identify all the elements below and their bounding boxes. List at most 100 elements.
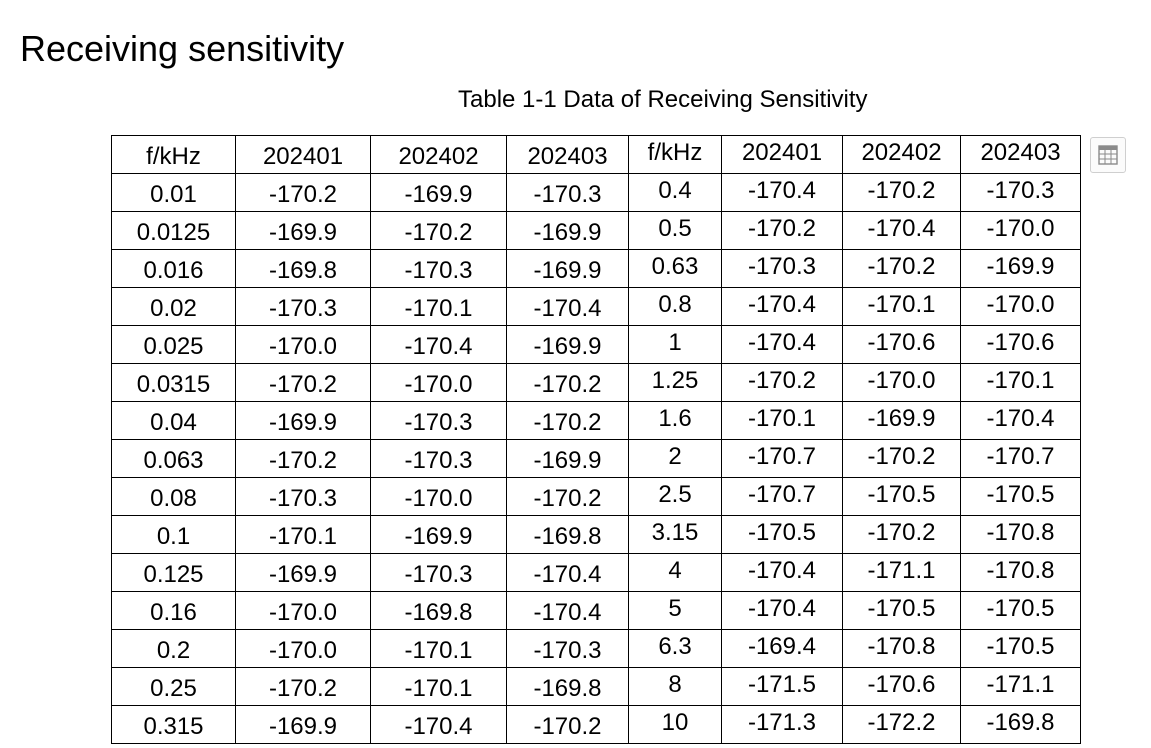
table-cell: 0.02 — [111, 287, 236, 326]
table-cell: -169.8 — [506, 667, 629, 706]
table-tools-button[interactable] — [1090, 137, 1126, 173]
table-cell: 0.1 — [111, 515, 236, 554]
table-cell: -170.8 — [960, 515, 1081, 554]
header-cell: 202403 — [506, 135, 629, 174]
table-cell: -170.6 — [960, 325, 1081, 364]
table-cell: -170.1 — [960, 363, 1081, 402]
table-cell: -170.2 — [506, 705, 629, 744]
table-cell: -170.4 — [506, 287, 629, 326]
table-cell: -170.4 — [506, 553, 629, 592]
table-cell: 2.5 — [628, 477, 722, 516]
table-cell: 0.2 — [111, 629, 236, 668]
table-cell: 1.6 — [628, 401, 722, 440]
table-row: 0.2 -170.0 -170.1 -170.3 6.3 -169.4 -170.8 -170… — [111, 629, 1081, 668]
table-row: 0.16 -170.0 -169.8 -170.4 5 -170.4 -170.5 -170.… — [111, 591, 1081, 630]
table-cell: -170.4 — [721, 553, 843, 592]
table-cell: -170.2 — [721, 211, 843, 250]
table-cell: -169.9 — [960, 249, 1081, 288]
table-cell: 0.025 — [111, 325, 236, 364]
table-cell: -170.0 — [960, 211, 1081, 250]
header-cell: 202401 — [721, 135, 843, 174]
table-cell: -169.9 — [506, 249, 629, 288]
table-cell: 0.8 — [628, 287, 722, 326]
table-cell: -170.4 — [370, 705, 507, 744]
header-cell: f/kHz — [111, 135, 236, 174]
table-cell: -169.9 — [506, 439, 629, 478]
table-cell: 10 — [628, 705, 722, 744]
table-cell: -170.8 — [842, 629, 961, 668]
table-cell: -170.3 — [960, 173, 1081, 212]
page-heading: Receiving sensitivity — [20, 28, 345, 69]
table-cell: -170.3 — [370, 401, 507, 440]
table-row: 0.0125 -169.9 -170.2 -169.9 0.5 -170.2 -170.4-… — [111, 211, 1081, 250]
table-row: 0.25 -170.2 -170.1 -169.8 8 -171.5 -170.6 -171.… — [111, 667, 1081, 706]
table-cell: -171.5 — [721, 667, 843, 706]
table-cell: -170.5 — [842, 477, 961, 516]
sensitivity-table: f/kHz 202401 202402 202403 f/kHz 202401 202402… — [111, 135, 1081, 744]
table-cell: -169.8 — [370, 591, 507, 630]
table-row: 0.04 -169.9 -170.3 -170.2 1.6 -170.1 -169.9 -17… — [111, 401, 1081, 440]
table-row: 0.125 -169.9 -170.3 -170.4 4 -170.4 -171.1 -170… — [111, 553, 1081, 592]
table-cell: 0.63 — [628, 249, 722, 288]
table-cell: -169.8 — [960, 705, 1081, 744]
table-cell: 0.25 — [111, 667, 236, 706]
table-cell: -170.2 — [235, 667, 371, 706]
table-cell: 4 — [628, 553, 722, 592]
table-cell: -169.9 — [370, 515, 507, 554]
table-cell: -170.2 — [842, 515, 961, 554]
table-cell: -170.1 — [842, 287, 961, 326]
table-cell: 0.0125 — [111, 211, 236, 250]
table-cell: 1 — [628, 325, 722, 364]
table-cell: -170.3 — [235, 477, 371, 516]
table-cell: 2 — [628, 439, 722, 478]
table-cell: -170.2 — [506, 401, 629, 440]
table-caption: Table 1-1 Data of Receiving Sensitivity — [458, 86, 868, 113]
table-cell: -169.9 — [235, 401, 371, 440]
header-cell: f/kHz — [628, 135, 722, 174]
table-cell: -170.2 — [370, 211, 507, 250]
table-cell: 5 — [628, 591, 722, 630]
table-cell: -170.6 — [842, 325, 961, 364]
table-cell: 1.25 — [628, 363, 722, 402]
table-cell: -170.1 — [235, 515, 371, 554]
table-cell: -170.7 — [721, 439, 843, 478]
table-cell: -169.8 — [506, 515, 629, 554]
table-cell: 8 — [628, 667, 722, 706]
table-cell: -169.9 — [235, 705, 371, 744]
table-cell: 0.063 — [111, 439, 236, 478]
table-cell: -170.5 — [960, 591, 1081, 630]
table-cell: -170.5 — [721, 515, 843, 554]
table-cell: 0.5 — [628, 211, 722, 250]
table-cell: -170.0 — [370, 477, 507, 516]
table-cell: -169.9 — [506, 211, 629, 250]
table-cell: -169.4 — [721, 629, 843, 668]
table-grid-icon — [1098, 145, 1118, 165]
table-cell: -169.9 — [235, 553, 371, 592]
table-cell: -170.8 — [960, 553, 1081, 592]
table-cell: -170.2 — [235, 173, 371, 212]
table-cell: -170.5 — [960, 629, 1081, 668]
table-cell: -170.4 — [370, 325, 507, 364]
table-cell: -170.3 — [506, 173, 629, 212]
table-cell: -170.3 — [370, 439, 507, 478]
table-cell: -170.0 — [842, 363, 961, 402]
table-cell: -170.4 — [506, 591, 629, 630]
table-cell: -170.2 — [506, 363, 629, 402]
table-cell: -170.1 — [370, 667, 507, 706]
table-cell: 0.016 — [111, 249, 236, 288]
table-row: 0.1 -170.1 -169.9 -169.8 3.15 -170.5 -170.2 -17… — [111, 515, 1081, 554]
header-cell: 202403 — [960, 135, 1081, 174]
table-cell: -170.5 — [960, 477, 1081, 516]
table-cell: 0.08 — [111, 477, 236, 516]
table-cell: -170.3 — [721, 249, 843, 288]
header-row: f/kHz 202401 202402 202403 f/kHz 202401 202402… — [111, 135, 1081, 174]
table-cell: -170.5 — [842, 591, 961, 630]
table-row: 0.063 -170.2 -170.3 -169.9 2 -170.7 -170.2 -170… — [111, 439, 1081, 478]
table-row: 0.315 -169.9 -170.4 -170.2 10 -171.3 -172.2 -16… — [111, 705, 1081, 744]
table-cell: -170.2 — [842, 249, 961, 288]
header-cell: 202402 — [842, 135, 961, 174]
header-cell: 202401 — [235, 135, 371, 174]
table-cell: 0.0315 — [111, 363, 236, 402]
table-cell: -170.4 — [721, 325, 843, 364]
table-cell: -170.1 — [370, 287, 507, 326]
